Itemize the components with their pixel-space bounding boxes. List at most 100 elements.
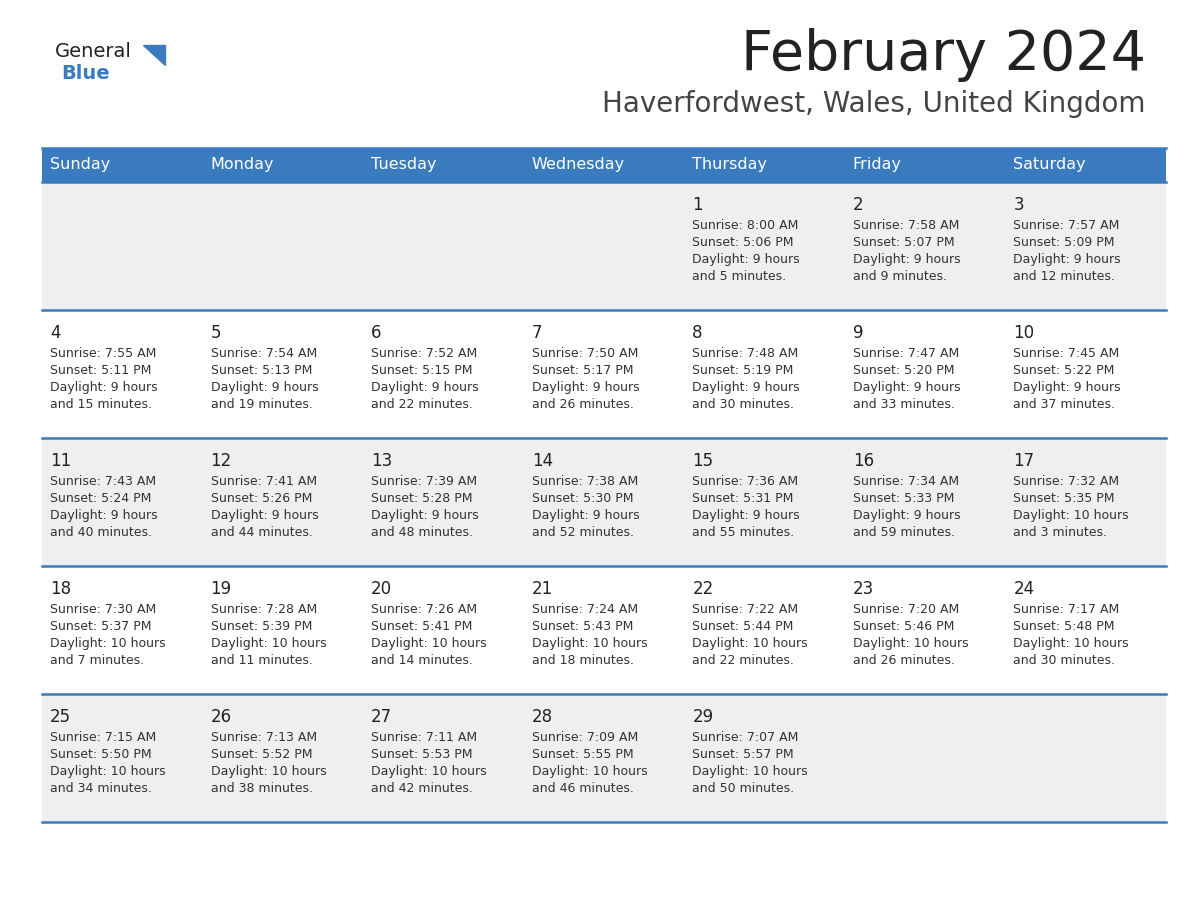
Bar [42, 182, 1165, 310]
Text: Sunset: 5:28 PM: Sunset: 5:28 PM [371, 492, 473, 505]
Text: Daylight: 9 hours: Daylight: 9 hours [693, 381, 800, 394]
Text: Sunrise: 7:47 AM: Sunrise: 7:47 AM [853, 347, 959, 360]
Text: Sunset: 5:43 PM: Sunset: 5:43 PM [532, 620, 633, 633]
Text: 19: 19 [210, 580, 232, 598]
Text: and 44 minutes.: and 44 minutes. [210, 526, 312, 539]
Text: Daylight: 9 hours: Daylight: 9 hours [853, 253, 960, 266]
Bar [42, 310, 1165, 438]
Text: Daylight: 10 hours: Daylight: 10 hours [210, 765, 327, 778]
Text: Sunrise: 7:48 AM: Sunrise: 7:48 AM [693, 347, 798, 360]
Bar [524, 148, 684, 182]
Text: Sunset: 5:55 PM: Sunset: 5:55 PM [532, 748, 633, 761]
Text: Daylight: 9 hours: Daylight: 9 hours [1013, 381, 1121, 394]
Text: Sunrise: 7:38 AM: Sunrise: 7:38 AM [532, 475, 638, 488]
Text: 7: 7 [532, 324, 542, 342]
Text: Daylight: 9 hours: Daylight: 9 hours [210, 509, 318, 522]
Bar [684, 148, 845, 182]
Text: 16: 16 [853, 452, 874, 470]
Text: 27: 27 [371, 708, 392, 726]
Bar [42, 148, 203, 182]
Text: 13: 13 [371, 452, 392, 470]
Text: Daylight: 10 hours: Daylight: 10 hours [1013, 509, 1129, 522]
Text: Sunset: 5:50 PM: Sunset: 5:50 PM [50, 748, 152, 761]
Text: Sunrise: 7:36 AM: Sunrise: 7:36 AM [693, 475, 798, 488]
Text: Daylight: 10 hours: Daylight: 10 hours [532, 765, 647, 778]
Bar [42, 438, 1165, 566]
Text: and 50 minutes.: and 50 minutes. [693, 782, 795, 795]
Text: Daylight: 9 hours: Daylight: 9 hours [371, 509, 479, 522]
Text: and 46 minutes.: and 46 minutes. [532, 782, 633, 795]
Text: Sunset: 5:35 PM: Sunset: 5:35 PM [1013, 492, 1114, 505]
Text: Sunrise: 7:22 AM: Sunrise: 7:22 AM [693, 603, 798, 616]
Text: 28: 28 [532, 708, 552, 726]
Text: Daylight: 10 hours: Daylight: 10 hours [693, 765, 808, 778]
Text: Daylight: 10 hours: Daylight: 10 hours [50, 637, 165, 650]
Text: Sunset: 5:11 PM: Sunset: 5:11 PM [50, 364, 151, 377]
Text: Daylight: 9 hours: Daylight: 9 hours [693, 509, 800, 522]
Text: Sunrise: 7:13 AM: Sunrise: 7:13 AM [210, 731, 317, 744]
Text: 25: 25 [50, 708, 71, 726]
Text: Blue: Blue [61, 64, 109, 83]
Text: and 37 minutes.: and 37 minutes. [1013, 398, 1116, 411]
Text: Daylight: 10 hours: Daylight: 10 hours [1013, 637, 1129, 650]
Text: 4: 4 [50, 324, 61, 342]
Text: Daylight: 10 hours: Daylight: 10 hours [853, 637, 968, 650]
Text: 29: 29 [693, 708, 714, 726]
Text: Sunrise: 7:11 AM: Sunrise: 7:11 AM [371, 731, 478, 744]
Text: Sunrise: 7:43 AM: Sunrise: 7:43 AM [50, 475, 156, 488]
Text: Sunrise: 7:17 AM: Sunrise: 7:17 AM [1013, 603, 1119, 616]
Text: Sunset: 5:33 PM: Sunset: 5:33 PM [853, 492, 954, 505]
Text: and 18 minutes.: and 18 minutes. [532, 654, 633, 667]
Text: Sunrise: 7:26 AM: Sunrise: 7:26 AM [371, 603, 478, 616]
Text: Sunset: 5:13 PM: Sunset: 5:13 PM [210, 364, 312, 377]
Text: Daylight: 9 hours: Daylight: 9 hours [853, 381, 960, 394]
Text: Sunrise: 7:24 AM: Sunrise: 7:24 AM [532, 603, 638, 616]
Text: 23: 23 [853, 580, 874, 598]
Text: and 52 minutes.: and 52 minutes. [532, 526, 633, 539]
Text: Sunset: 5:26 PM: Sunset: 5:26 PM [210, 492, 312, 505]
Text: Saturday: Saturday [1013, 158, 1086, 173]
Text: and 15 minutes.: and 15 minutes. [50, 398, 152, 411]
Text: 11: 11 [50, 452, 71, 470]
Text: Sunrise: 7:41 AM: Sunrise: 7:41 AM [210, 475, 317, 488]
Text: Daylight: 9 hours: Daylight: 9 hours [693, 253, 800, 266]
Text: 1: 1 [693, 196, 703, 214]
Text: Thursday: Thursday [693, 158, 767, 173]
Text: 22: 22 [693, 580, 714, 598]
Text: 20: 20 [371, 580, 392, 598]
Text: Sunrise: 7:57 AM: Sunrise: 7:57 AM [1013, 219, 1120, 232]
Text: Sunrise: 7:55 AM: Sunrise: 7:55 AM [50, 347, 157, 360]
Text: Sunset: 5:22 PM: Sunset: 5:22 PM [1013, 364, 1114, 377]
Text: Sunrise: 7:50 AM: Sunrise: 7:50 AM [532, 347, 638, 360]
Text: Daylight: 10 hours: Daylight: 10 hours [693, 637, 808, 650]
Text: Sunset: 5:39 PM: Sunset: 5:39 PM [210, 620, 312, 633]
Text: Sunset: 5:19 PM: Sunset: 5:19 PM [693, 364, 794, 377]
Text: Sunset: 5:31 PM: Sunset: 5:31 PM [693, 492, 794, 505]
Text: Sunset: 5:30 PM: Sunset: 5:30 PM [532, 492, 633, 505]
Text: Haverfordwest, Wales, United Kingdom: Haverfordwest, Wales, United Kingdom [602, 90, 1146, 118]
Text: Daylight: 9 hours: Daylight: 9 hours [853, 509, 960, 522]
Text: Daylight: 10 hours: Daylight: 10 hours [371, 765, 487, 778]
Text: 10: 10 [1013, 324, 1035, 342]
Text: 9: 9 [853, 324, 864, 342]
Text: Sunset: 5:46 PM: Sunset: 5:46 PM [853, 620, 954, 633]
Text: and 59 minutes.: and 59 minutes. [853, 526, 955, 539]
Text: Sunset: 5:41 PM: Sunset: 5:41 PM [371, 620, 473, 633]
Text: 2: 2 [853, 196, 864, 214]
Text: and 14 minutes.: and 14 minutes. [371, 654, 473, 667]
Text: 21: 21 [532, 580, 552, 598]
Text: Sunset: 5:17 PM: Sunset: 5:17 PM [532, 364, 633, 377]
Text: Sunrise: 7:32 AM: Sunrise: 7:32 AM [1013, 475, 1119, 488]
Text: and 42 minutes.: and 42 minutes. [371, 782, 473, 795]
Text: 6: 6 [371, 324, 381, 342]
Text: and 26 minutes.: and 26 minutes. [532, 398, 633, 411]
Text: Monday: Monday [210, 158, 274, 173]
Text: Sunrise: 7:07 AM: Sunrise: 7:07 AM [693, 731, 798, 744]
Bar [203, 148, 364, 182]
Text: Daylight: 9 hours: Daylight: 9 hours [50, 509, 158, 522]
Text: 3: 3 [1013, 196, 1024, 214]
Text: and 22 minutes.: and 22 minutes. [693, 654, 794, 667]
Text: and 30 minutes.: and 30 minutes. [693, 398, 795, 411]
Text: Sunset: 5:52 PM: Sunset: 5:52 PM [210, 748, 312, 761]
Text: and 3 minutes.: and 3 minutes. [1013, 526, 1107, 539]
